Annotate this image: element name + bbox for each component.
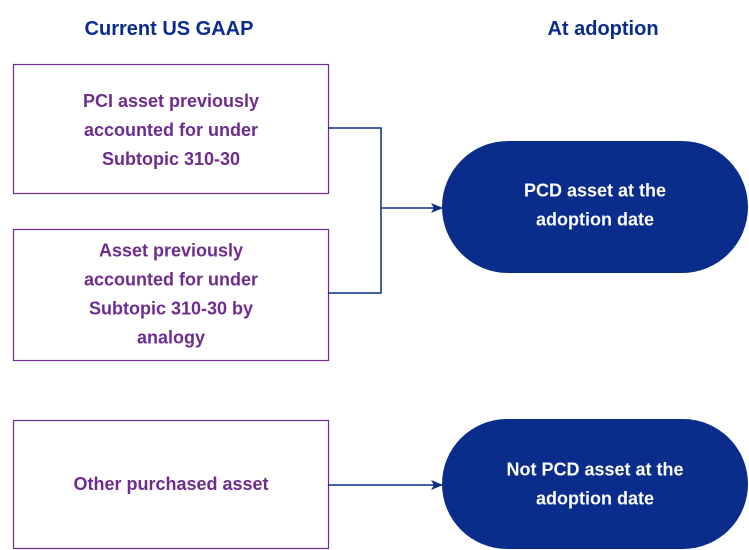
box-label: Other purchased asset <box>73 474 268 494</box>
header: At adoption <box>547 18 658 40</box>
box <box>12 63 330 195</box>
box-label: Asset previously <box>99 240 243 260</box>
header: Current US GAAP <box>85 18 254 40</box>
box-label: accounted for under <box>84 120 258 140</box>
box <box>12 419 330 550</box>
box-label: Subtopic 310-30 by <box>89 298 253 318</box>
outcome-pill <box>442 141 748 273</box>
outcome-label: PCD asset at the <box>524 180 666 200</box>
box-label: PCI asset previously <box>83 91 259 111</box>
outcome-label: adoption date <box>536 488 654 508</box>
box-label: accounted for under <box>84 269 258 289</box>
outcome-label: adoption date <box>536 209 654 229</box>
box-label: analogy <box>137 327 205 347</box>
outcome-pill <box>442 419 748 549</box>
outcome-label: Not PCD asset at the <box>506 459 683 479</box>
box <box>12 228 330 362</box>
box-label: Subtopic 310-30 <box>102 149 240 169</box>
connector <box>328 127 382 294</box>
